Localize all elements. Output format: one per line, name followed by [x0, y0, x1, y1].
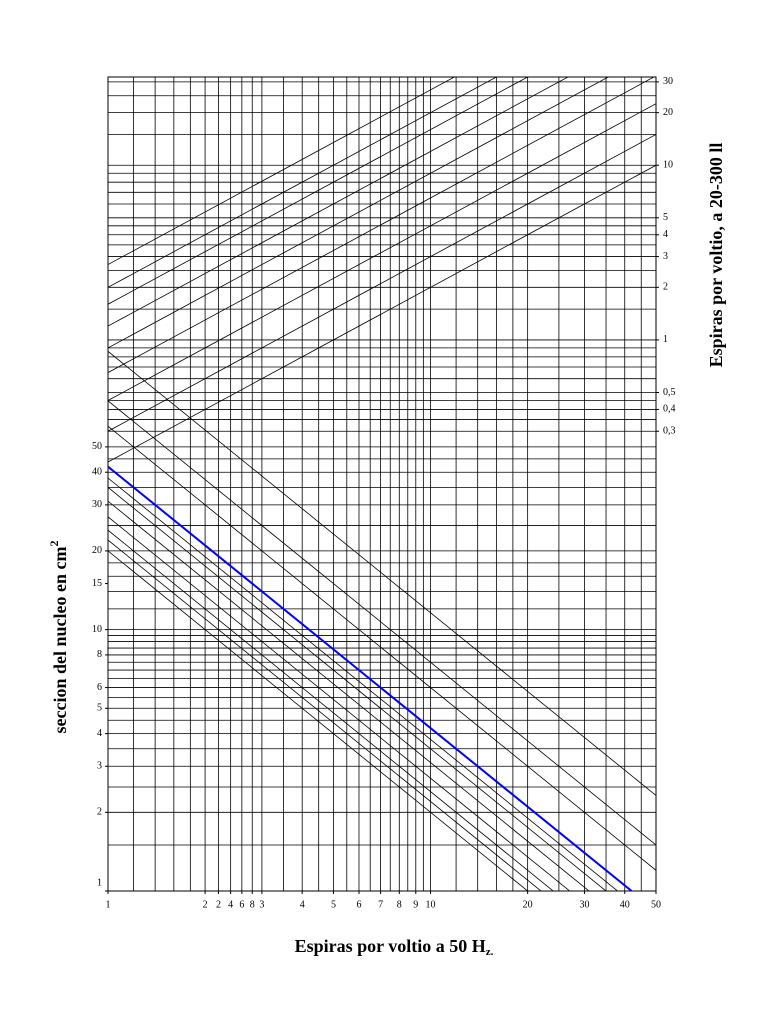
- series-line: [108, 164, 656, 463]
- x-tick-label: 4: [300, 899, 305, 910]
- y2-tick-label: 4: [663, 229, 668, 240]
- series-line: [108, 550, 528, 891]
- x-tick-label: 1: [106, 899, 111, 910]
- y2-tick-label: 20: [663, 107, 673, 118]
- y-tick-label: 20: [92, 545, 102, 556]
- plot-frame: [107, 76, 657, 892]
- y-tick-label: 50: [92, 441, 102, 452]
- series-line: [108, 400, 656, 846]
- series-line: [107, 465, 633, 892]
- x-tick-label: 30: [579, 899, 589, 910]
- series-line: [108, 77, 529, 305]
- x-axis-label-main: Espiras por voltio a 50 H: [295, 936, 486, 956]
- y-tick-label: 30: [92, 499, 102, 510]
- y2-tick-label: 5: [663, 212, 668, 223]
- y2-tick-label: 0,3: [663, 426, 676, 437]
- series-line: [108, 103, 656, 401]
- x-axis-label-sub: z.: [486, 946, 494, 958]
- series-line: [108, 500, 590, 891]
- tick-labels: 1 2 2 4 6 8 3 4 5 6 7 8 9 10 20 30 40 5012345681015203040…: [92, 76, 676, 910]
- series-line: [108, 77, 498, 288]
- y2-tick-label: 2: [663, 282, 668, 293]
- y-axis-label-sup: 2: [47, 541, 61, 547]
- x-tick-label: 3: [259, 899, 264, 910]
- y-tick-label: 15: [92, 578, 102, 589]
- y2-tick-label: 10: [663, 160, 673, 171]
- series-line: [108, 351, 656, 796]
- y2-tick-label: 0,5: [663, 387, 676, 398]
- x-tick-label: 50: [651, 899, 661, 910]
- x-tick-label: 2: [203, 899, 208, 910]
- x-tick-label: 6: [239, 899, 244, 910]
- y-axis-label-main: seccion del nucleo en cm: [50, 547, 70, 734]
- y2-tick-label: 1: [663, 334, 668, 345]
- x-tick-label: 10: [426, 899, 436, 910]
- y-tick-label: 4: [97, 728, 102, 739]
- y-tick-label: 3: [97, 761, 102, 772]
- series-line: [108, 529, 554, 891]
- x-tick-label: 40: [620, 899, 630, 910]
- series-line: [108, 77, 655, 373]
- plot-lines: [108, 77, 656, 891]
- x-tick-label: 8: [250, 899, 255, 910]
- series-line: [108, 134, 656, 432]
- y-tick-label: 8: [97, 649, 102, 660]
- x-tick-label: 4: [228, 899, 233, 910]
- series-line: [108, 516, 570, 891]
- y-tick-label: 6: [97, 682, 102, 693]
- x-tick-label: 9: [413, 899, 418, 910]
- x-axis-label: Espiras por voltio a 50 Hz.: [295, 936, 494, 957]
- y2-tick-label: 0,4: [663, 404, 676, 415]
- y-tick-label: 2: [97, 807, 102, 818]
- x-tick-label: 7: [378, 899, 383, 910]
- y2-tick-label: 3: [663, 251, 668, 262]
- series-line: [108, 487, 607, 891]
- series-line: [108, 77, 610, 349]
- y2-axis-label: Espiras por voltio, a 20-300 ll: [706, 143, 726, 368]
- x-tick-label: 6: [356, 899, 361, 910]
- y-tick-label: 1: [97, 877, 102, 888]
- y-axis-label: seccion del nucleo en cm2: [47, 541, 70, 734]
- x-tick-label: 2: [216, 899, 221, 910]
- series-line: [108, 539, 542, 891]
- grid: [107, 77, 657, 892]
- x-tick-label: 20: [523, 899, 533, 910]
- y2-tick-label: 30: [663, 76, 673, 87]
- x-tick-label: 8: [397, 899, 402, 910]
- y-tick-label: 10: [92, 624, 102, 635]
- series-line: [108, 77, 456, 265]
- x-tick-label: 5: [331, 899, 336, 910]
- series-line: [108, 77, 569, 327]
- y-tick-label: 5: [97, 703, 102, 714]
- series-line: [108, 425, 656, 871]
- series-line: [108, 477, 618, 891]
- y-tick-label: 40: [92, 467, 102, 478]
